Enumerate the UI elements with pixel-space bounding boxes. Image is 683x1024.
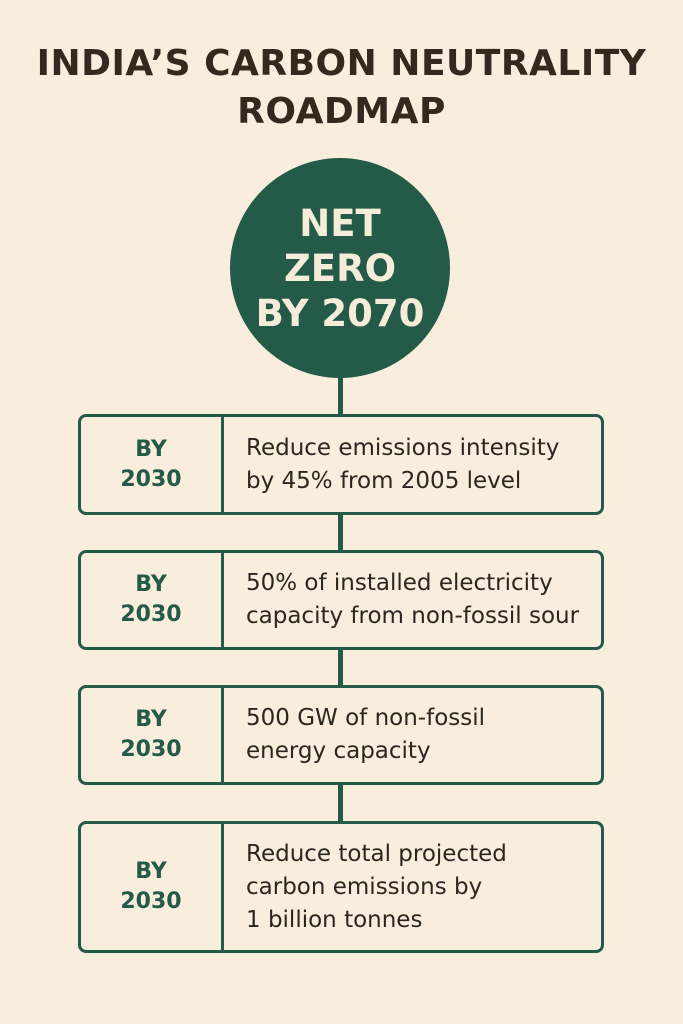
- milestone-description: 500 GW of non-fossil energy capacity: [246, 705, 486, 764]
- milestone-year-value: 2030: [120, 602, 182, 627]
- milestone-year: BY 2030: [81, 553, 224, 647]
- connector-line: [338, 648, 343, 687]
- goal-line-2: ZERO: [283, 246, 397, 290]
- connector-line: [338, 783, 343, 823]
- net-zero-goal-circle: NET ZERO BY 2070: [230, 158, 450, 378]
- milestone-year: BY 2030: [81, 417, 224, 512]
- milestone-year-value: 2030: [120, 889, 182, 914]
- page-title-line-1: INDIA’S CARBON NEUTRALITY: [36, 43, 647, 84]
- milestone-year-prefix: BY: [135, 707, 167, 732]
- connector-line: [338, 513, 343, 552]
- milestone-description: Reduce total projected carbon emissions …: [246, 840, 507, 933]
- milestone-year-prefix: BY: [135, 859, 167, 884]
- milestone-description: 50% of installed electricity capacity fr…: [246, 570, 580, 629]
- page-title: INDIA’S CARBON NEUTRALITY ROADMAP: [0, 40, 683, 136]
- milestone-box-1: BY 2030 Reduce emissions intensity by 45…: [78, 414, 604, 515]
- milestone-year-value: 2030: [120, 737, 182, 762]
- milestone-box-4: BY 2030 Reduce total projected carbon em…: [78, 821, 604, 953]
- goal-line-1: NET: [299, 201, 381, 245]
- milestone-description: Reduce emissions intensity by 45% from 2…: [246, 434, 560, 494]
- goal-line-3: BY 2070: [255, 291, 425, 335]
- milestone-year: BY 2030: [81, 824, 224, 950]
- milestone-year-prefix: BY: [135, 436, 167, 462]
- milestone-year-prefix: BY: [135, 572, 167, 597]
- page-title-line-2: ROADMAP: [237, 91, 446, 132]
- milestone-year-value: 2030: [120, 466, 182, 492]
- connector-line: [338, 376, 343, 416]
- milestone-year: BY 2030: [81, 688, 224, 782]
- milestone-box-3: BY 2030 500 GW of non-fossil energy capa…: [78, 685, 604, 785]
- milestone-box-2: BY 2030 50% of installed electricity cap…: [78, 550, 604, 650]
